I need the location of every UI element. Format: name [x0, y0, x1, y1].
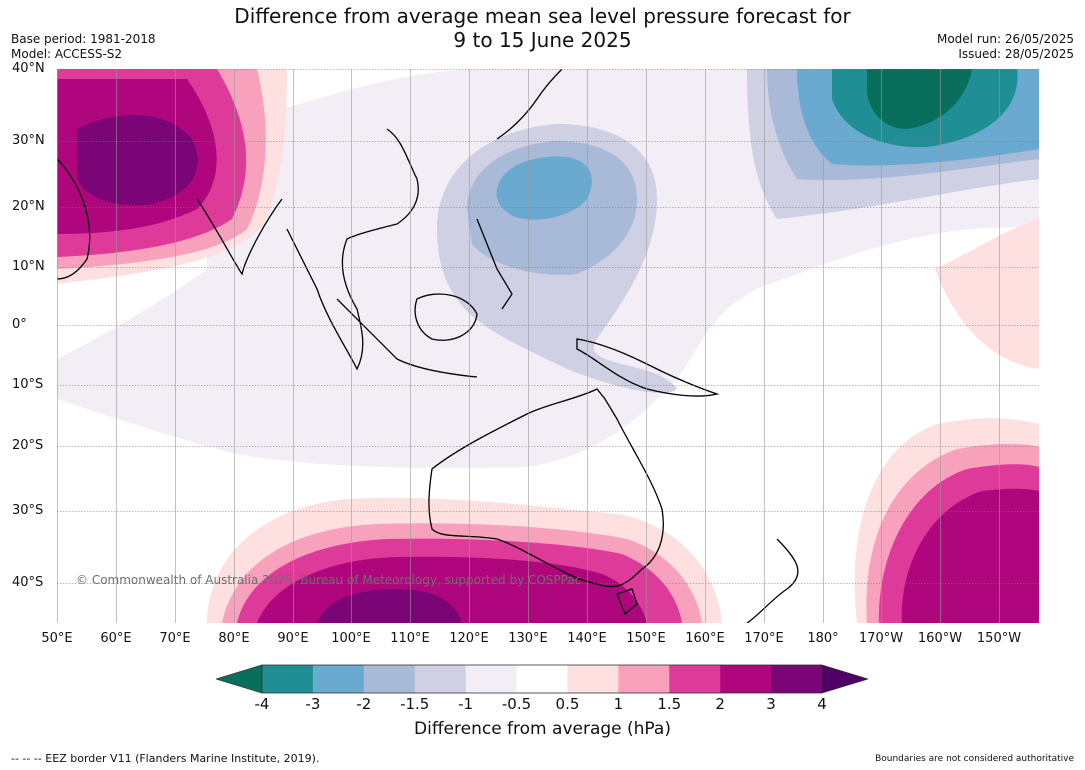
boundary-disclaimer: Boundaries are not considered authoritat… [875, 754, 1074, 764]
longitude-label: 90°E [277, 631, 309, 646]
title-line-1: Difference from average mean sea level p… [234, 4, 851, 28]
title-line-2: 9 to 15 June 2025 [453, 28, 632, 52]
anomaly-region-pos-2-southeast [901, 488, 1039, 623]
anomaly-region-pos-0.5-east [935, 219, 1039, 369]
coastline-japan [496, 69, 563, 140]
anomaly-region-neg-2 [496, 156, 592, 220]
colorbar-tick-label: 1.5 [657, 695, 682, 713]
colorbar-title: Difference from average (hPa) [414, 719, 671, 739]
colorbar-segment [465, 665, 518, 693]
colorbar-extend-low [216, 664, 263, 694]
longitude-label: 120°E [449, 631, 489, 646]
coastline-new-guinea [576, 338, 720, 397]
model-name: Model: ACCESS-S2 [11, 47, 123, 61]
longitude-label: 160°E [685, 631, 725, 646]
colorbar-tick-label: -4 [254, 695, 270, 713]
longitude-label: 170°W [858, 631, 904, 646]
colorbar-tick-label: -0.5 [501, 695, 532, 713]
longitude-label: 50°E [41, 631, 73, 646]
longitude-label: 160°W [917, 631, 963, 646]
colorbar-segment [669, 665, 721, 693]
model-info: Base period: 1981-2018 Model: ACCESS-S2 [11, 32, 156, 62]
colorbar-segment [363, 665, 416, 693]
latitude-label: 20°S [12, 438, 44, 453]
colorbar-tick-label: 0.5 [555, 695, 580, 713]
longitude-label: 170°E [744, 631, 784, 646]
coastline-sumatra-java [336, 298, 478, 378]
colorbar-segment [771, 665, 823, 693]
colorbar-tick-label: 3 [766, 695, 776, 713]
colorbar-tick-label: -1.5 [400, 695, 430, 713]
colorbar-tick-label: -2 [356, 695, 372, 713]
latitude-label: 30°N [12, 133, 45, 148]
longitude-label: 100°E [331, 631, 371, 646]
longitude-label: 150°W [976, 631, 1022, 646]
latitude-label: 40°N [12, 61, 45, 76]
pressure-anomaly-map [57, 69, 1039, 623]
coastline-india [196, 198, 283, 276]
latitude-label: 10°S [12, 377, 44, 392]
model-run: Model run: 26/05/2025 [936, 32, 1074, 46]
anomaly-region-neg-4-northeast [867, 69, 972, 129]
colorbar-tick-label: 4 [817, 695, 827, 713]
colorbar-segment [414, 665, 467, 693]
colorbar-tick-label: 2 [715, 695, 725, 713]
colorbar-segment [567, 665, 619, 693]
base-period: Base period: 1981-2018 [11, 32, 156, 46]
coastline-philippines [476, 218, 513, 310]
colorbar-segment [618, 665, 670, 693]
eez-legend: -- -- -- EEZ border V11 (Flanders Marine… [11, 752, 320, 765]
longitude-label: 140°E [567, 631, 607, 646]
coastline-borneo [414, 293, 478, 341]
colorbar [216, 664, 868, 694]
latitude-label: 30°S [12, 503, 44, 518]
issued-date: Issued: 28/05/2025 [958, 47, 1074, 61]
colorbar-tick-label: -3 [305, 695, 321, 713]
colorbar-segment [720, 665, 772, 693]
copyright-notice: © Commonwealth of Australia 2025, Bureau… [76, 573, 582, 587]
longitude-label: 180° [807, 631, 839, 646]
latitude-label: 40°S [12, 575, 44, 590]
run-info: Model run: 26/05/2025 Issued: 28/05/2025 [937, 32, 1074, 62]
coastline-tasmania [616, 588, 638, 616]
map-title: Difference from average mean sea level p… [0, 4, 1085, 52]
colorbar-tick-label: 1 [613, 695, 624, 713]
coastline-new-zealand [746, 538, 799, 623]
anomaly-region-pos-3-south [317, 589, 462, 623]
coastline-australia [428, 388, 664, 588]
colorbar-segment [312, 665, 365, 693]
longitude-label: 150°E [626, 631, 666, 646]
anomaly-region-pos-3-west [77, 115, 198, 206]
longitude-label: 70°E [159, 631, 191, 646]
coastline-east-asia [286, 128, 419, 371]
colorbar-segment [516, 665, 568, 693]
colorbar-tick-label: -1 [458, 695, 474, 713]
longitude-label: 60°E [100, 631, 132, 646]
coastline-arabia [57, 158, 91, 280]
longitude-label: 130°E [508, 631, 548, 646]
latitude-label: 10°N [12, 259, 45, 274]
latitude-label: 0° [12, 317, 27, 332]
map-gridlines [57, 69, 1039, 623]
colorbar-segment [262, 665, 314, 693]
longitude-label: 110°E [390, 631, 430, 646]
coastlines [57, 69, 799, 623]
latitude-label: 20°N [12, 199, 45, 214]
colorbar-extend-high [821, 664, 868, 694]
longitude-label: 80°E [218, 631, 250, 646]
